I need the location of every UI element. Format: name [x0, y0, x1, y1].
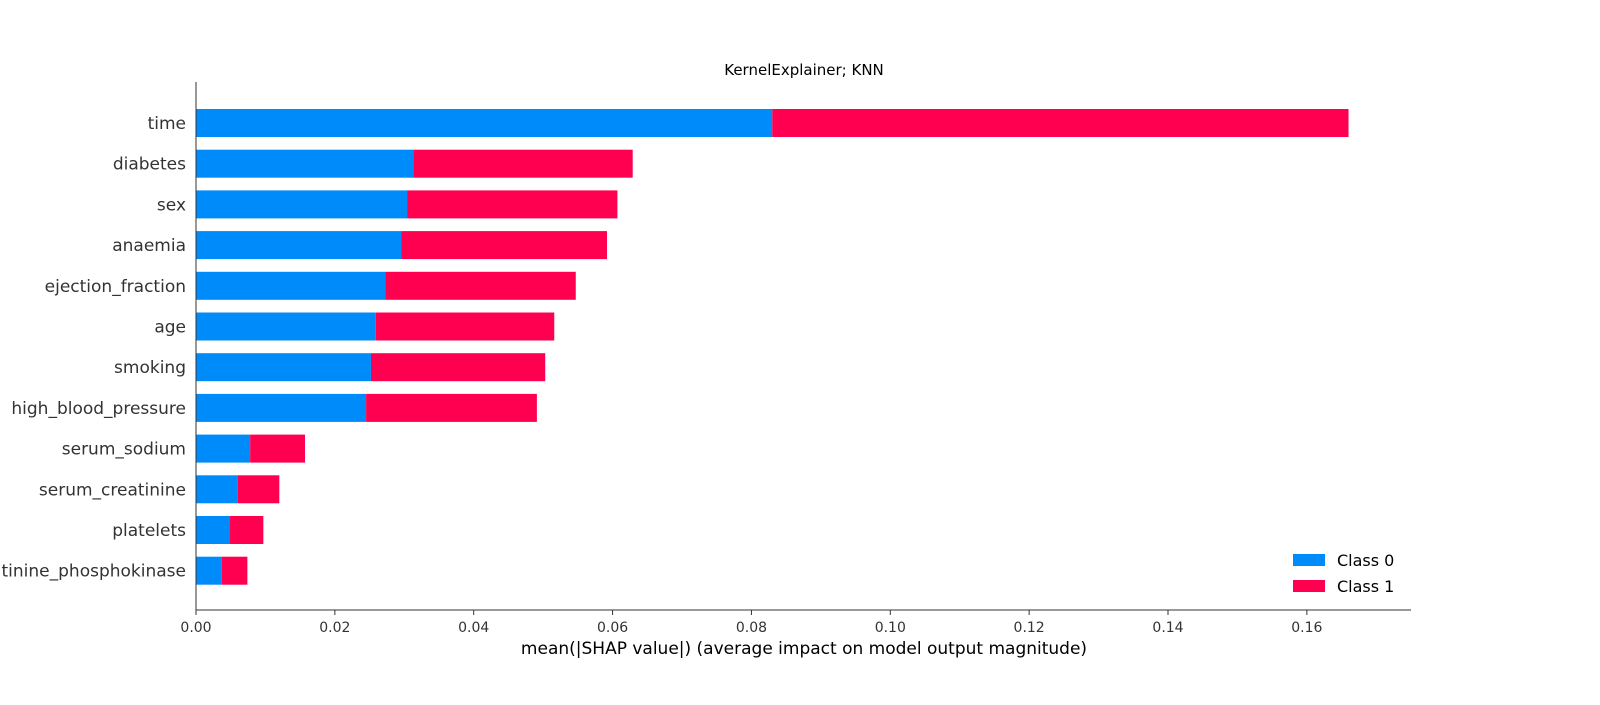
bar-diabetes-class-1: [413, 149, 633, 178]
legend: Class 0 Class 1: [1293, 551, 1394, 596]
bar-serum-creatinine-class-0: [196, 475, 238, 504]
bar-anaemia-class-0: [196, 231, 402, 260]
category-labels: time diabetes sex anaemia ejection_fractiona…: [0, 114, 186, 582]
x-tick-label: 0.00: [180, 620, 211, 636]
bar-platelets-class-0: [196, 516, 231, 544]
bar-time-class-1: [772, 109, 1349, 137]
x-tick-label: 0.04: [458, 620, 489, 636]
chart-title: KernelExplainer; KNN: [724, 61, 884, 79]
bar-sex-class-1: [407, 190, 618, 219]
category-label: creatinine_phosphokinase: [0, 562, 186, 582]
bar-ejection-fraction-class-0: [196, 271, 386, 300]
bar-high-blood-pressure-class-1: [366, 393, 537, 422]
bar-ejection-fraction-class-1: [385, 271, 576, 300]
legend-label-class-0: Class 0: [1337, 551, 1394, 570]
bar-serum-sodium-class-1: [250, 434, 305, 463]
bar-smoking-class-1: [370, 353, 546, 382]
x-ticks: 0.00 0.02 0.04 0.06 0.08 0.10 0.12 0.14 0.16: [180, 610, 1323, 636]
legend-label-class-1: Class 1: [1337, 577, 1394, 596]
category-label: diabetes: [113, 155, 186, 175]
bar-age-class-1: [375, 312, 555, 341]
x-tick-label: 0.02: [319, 620, 350, 636]
category-label: high_blood_pressure: [11, 399, 186, 419]
bar-creatinine-phosphokinase-class-1: [221, 556, 248, 585]
category-label: serum_sodium: [62, 440, 186, 460]
bar-time-class-0: [196, 109, 773, 137]
x-tick-label: 0.16: [1291, 620, 1322, 636]
bar-sex-class-0: [196, 190, 408, 219]
category-label: anaemia: [112, 236, 186, 256]
axes: [195, 82, 1411, 611]
x-tick-label: 0.08: [736, 620, 767, 636]
bar-smoking-class-0: [196, 353, 371, 382]
bar-high-blood-pressure-class-0: [196, 393, 367, 422]
category-label: smoking: [114, 358, 186, 378]
bar-anaemia-class-1: [401, 231, 608, 260]
x-tick-label: 0.14: [1152, 620, 1183, 636]
bar-serum-creatinine-class-1: [237, 475, 280, 504]
x-tick-label: 0.06: [597, 620, 628, 636]
category-label: time: [148, 114, 186, 134]
category-label: sex: [157, 195, 186, 215]
category-label: age: [154, 318, 186, 338]
legend-swatch-class-0: [1293, 554, 1325, 566]
bar-serum-sodium-class-0: [196, 434, 251, 463]
bar-age-class-0: [196, 312, 376, 341]
bar-diabetes-class-0: [196, 149, 414, 178]
bar-creatinine-phosphokinase-class-0: [196, 556, 222, 585]
x-tick-label: 0.10: [875, 620, 906, 636]
category-label: platelets: [112, 521, 186, 541]
legend-swatch-class-1: [1293, 580, 1325, 592]
x-tick-label: 0.12: [1014, 620, 1045, 636]
category-label: serum_creatinine: [39, 480, 186, 500]
bars-layer: [196, 109, 1349, 585]
x-axis-title: mean(|SHAP value|) (average impact on mo…: [521, 639, 1087, 659]
bar-platelets-class-1: [230, 516, 264, 544]
category-label: ejection_fraction: [45, 277, 186, 297]
